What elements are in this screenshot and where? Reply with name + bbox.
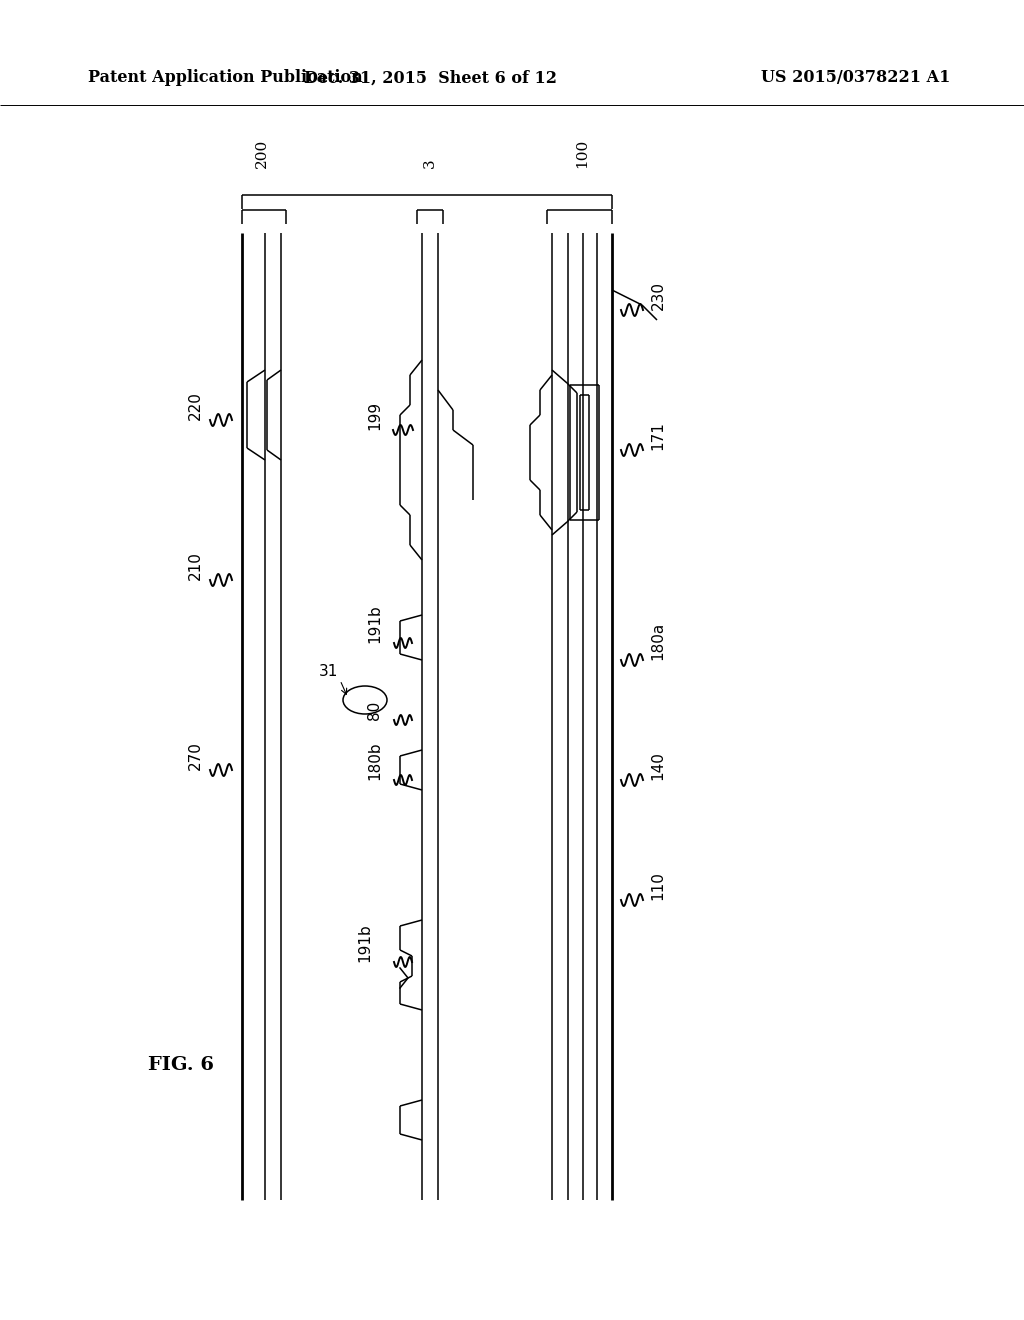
Ellipse shape bbox=[343, 686, 387, 714]
Text: 220: 220 bbox=[187, 391, 203, 420]
Text: 270: 270 bbox=[187, 741, 203, 770]
Text: 31: 31 bbox=[318, 664, 338, 680]
Text: 191b: 191b bbox=[357, 923, 373, 962]
Text: 191b: 191b bbox=[368, 605, 383, 643]
Text: 3: 3 bbox=[423, 158, 437, 168]
Text: 180b: 180b bbox=[368, 742, 383, 780]
Text: Dec. 31, 2015  Sheet 6 of 12: Dec. 31, 2015 Sheet 6 of 12 bbox=[303, 70, 556, 87]
Text: 230: 230 bbox=[650, 281, 666, 310]
Text: US 2015/0378221 A1: US 2015/0378221 A1 bbox=[761, 70, 950, 87]
Text: 110: 110 bbox=[650, 871, 666, 900]
Text: 100: 100 bbox=[575, 139, 589, 168]
Text: Patent Application Publication: Patent Application Publication bbox=[88, 70, 362, 87]
Text: 140: 140 bbox=[650, 751, 666, 780]
Text: 171: 171 bbox=[650, 421, 666, 450]
Text: 80: 80 bbox=[368, 701, 383, 719]
Text: 180a: 180a bbox=[650, 622, 666, 660]
Text: 200: 200 bbox=[255, 139, 268, 168]
Text: 199: 199 bbox=[368, 401, 383, 430]
Text: FIG. 6: FIG. 6 bbox=[148, 1056, 214, 1074]
Text: 210: 210 bbox=[187, 552, 203, 579]
